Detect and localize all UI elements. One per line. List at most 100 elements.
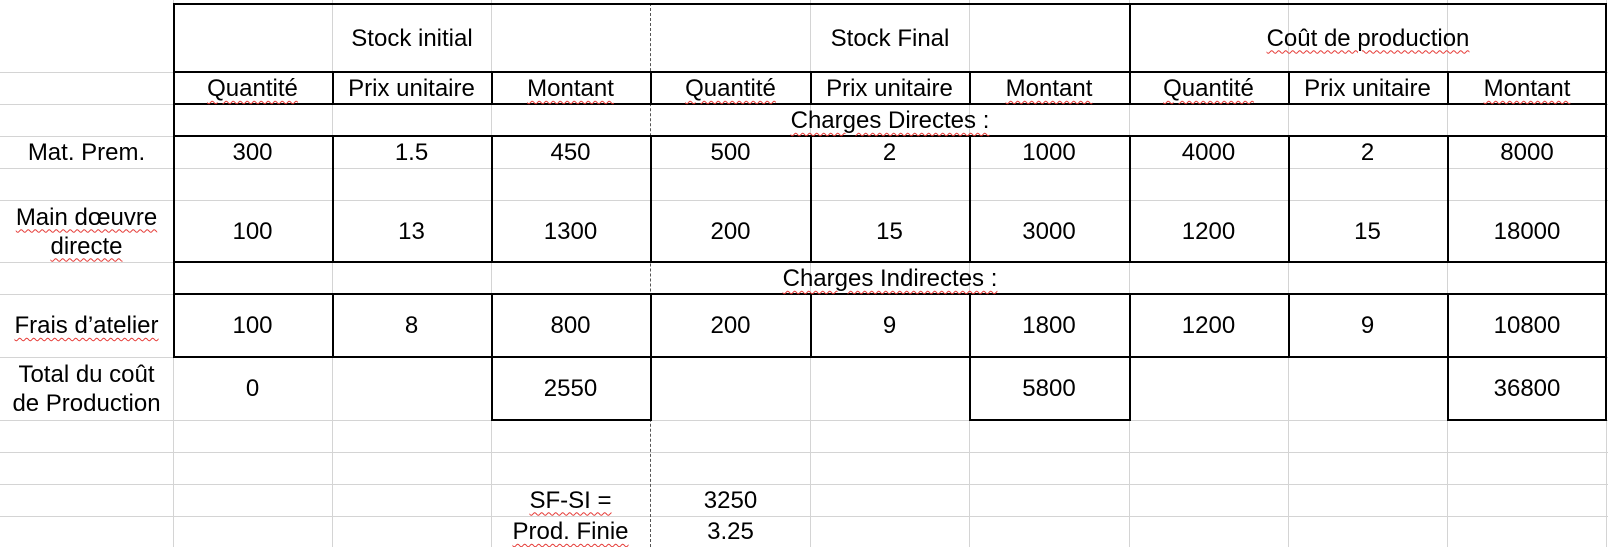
- table-border: [810, 135, 812, 263]
- cell-sf-prix[interactable]: 15: [876, 218, 903, 245]
- table-border: [491, 293, 493, 358]
- sf-si-value-cell[interactable]: 3250: [703, 486, 758, 514]
- table-border: [1288, 293, 1290, 358]
- table-border: [1447, 293, 1449, 358]
- table-border: [1447, 71, 1449, 105]
- section-charges-directes[interactable]: Charges Directes :: [173, 105, 1607, 136]
- cell-sf-montant[interactable]: 3000: [1022, 218, 1076, 245]
- gridline: [1288, 0, 1289, 547]
- cell-sf-quantite[interactable]: [651, 358, 810, 419]
- cell-si-prix[interactable]: 8: [404, 312, 419, 339]
- table-border: [173, 3, 175, 358]
- table-border: [1129, 356, 1131, 421]
- group-header-label: Stock Final: [830, 24, 950, 52]
- cell-cp-montant[interactable]: 10800: [1493, 312, 1561, 339]
- gridline: [1129, 0, 1130, 547]
- cell-sf-montant[interactable]: 5800: [1022, 375, 1076, 402]
- cell-sf-prix[interactable]: 9: [882, 312, 897, 339]
- cell-cp-montant[interactable]: 18000: [1493, 218, 1561, 245]
- table-border: [969, 71, 971, 105]
- row-label-total[interactable]: Total du coût de Production: [0, 358, 173, 419]
- subheader-label: Quantité: [207, 75, 298, 102]
- cell-cp-prix[interactable]: 2: [1360, 139, 1375, 166]
- row-label-text: Total du coût: [18, 360, 155, 388]
- cell-sf-quantite[interactable]: 200: [710, 312, 751, 339]
- row-label-mat-prem[interactable]: Mat. Prem.: [0, 137, 173, 168]
- subheader-prix-unitaire[interactable]: Prix unitaire: [810, 73, 969, 104]
- cell-sf-quantite[interactable]: 200: [710, 218, 751, 245]
- table-border: [173, 135, 1607, 137]
- row-label-line1: Total du coût: [18, 360, 154, 389]
- cell-cp-quantite[interactable]: [1129, 358, 1288, 419]
- subheader-montant[interactable]: Montant: [491, 73, 650, 104]
- cell-si-montant[interactable]: 2550: [543, 375, 598, 402]
- cell-si-quantite[interactable]: 100: [232, 218, 273, 245]
- cell-cp-quantite[interactable]: 1200: [1181, 312, 1236, 339]
- table-border: [1447, 356, 1449, 421]
- cell-cp-quantite[interactable]: 1200: [1181, 218, 1236, 245]
- subheader-label: Montant: [1005, 75, 1093, 102]
- prod-finie-label-cell[interactable]: Prod. Finie: [491, 516, 650, 547]
- prod-finie-value-cell[interactable]: 3.25: [707, 518, 754, 545]
- sf-si-label-cell[interactable]: SF-SI =: [491, 484, 650, 516]
- table-border: [650, 135, 652, 263]
- table-border: [1288, 135, 1290, 263]
- cell-cp-montant[interactable]: 8000: [1500, 139, 1554, 166]
- cell-si-prix[interactable]: [332, 358, 491, 419]
- cell-sf-montant[interactable]: 1000: [1022, 139, 1076, 166]
- row-label: Frais d’atelier: [14, 312, 159, 339]
- cell-sf-prix[interactable]: [810, 358, 969, 419]
- group-header-stock-final[interactable]: Stock Final: [651, 5, 1129, 71]
- row-label-main-oeuvre[interactable]: Main dœuvre directe: [0, 201, 173, 262]
- table-border: [173, 103, 1607, 105]
- table-border: [1447, 419, 1607, 421]
- cell-sf-quantite[interactable]: 500: [710, 139, 751, 166]
- cell-si-quantite[interactable]: 100: [232, 312, 273, 339]
- subheader-montant[interactable]: Montant: [1447, 73, 1607, 104]
- gridline: [491, 0, 492, 547]
- gridline: [0, 168, 1608, 169]
- row-label-line2: de Production: [12, 389, 161, 417]
- cell-si-quantite[interactable]: 0: [245, 375, 260, 402]
- gridline: [0, 420, 1608, 421]
- subheader-quantite[interactable]: Quantité: [173, 73, 332, 104]
- group-header-cout-production[interactable]: Coût de production: [1129, 5, 1607, 71]
- table-border: [1447, 135, 1449, 263]
- group-header-label: Stock initial: [351, 24, 473, 52]
- subheader-quantite[interactable]: Quantité: [1129, 73, 1288, 104]
- table-border: [810, 293, 812, 358]
- gridline: [332, 0, 333, 547]
- table-border: [969, 356, 971, 421]
- cell-cp-prix[interactable]: 15: [1354, 218, 1381, 245]
- cell-cp-prix[interactable]: [1288, 358, 1447, 419]
- table-border: [173, 71, 1607, 73]
- cell-cp-prix[interactable]: 9: [1360, 312, 1375, 339]
- cell-si-prix[interactable]: 1.5: [394, 139, 429, 166]
- cell-si-montant[interactable]: 1300: [543, 218, 598, 245]
- row-label-frais-atelier[interactable]: Frais d’atelier: [0, 295, 173, 356]
- subheader-prix-unitaire[interactable]: Prix unitaire: [332, 73, 491, 104]
- cell-cp-montant[interactable]: 36800: [1493, 375, 1561, 402]
- subheader-label: Montant: [1483, 75, 1571, 102]
- cell-si-prix[interactable]: 13: [398, 218, 425, 245]
- group-header-stock-initial[interactable]: Stock initial: [173, 5, 651, 71]
- cell-si-montant[interactable]: 800: [550, 312, 591, 339]
- table-border: [969, 419, 1130, 421]
- cell-sf-montant[interactable]: 1800: [1022, 312, 1076, 339]
- subheader-label: Prix unitaire: [1304, 75, 1431, 102]
- subheader-quantite[interactable]: Quantité: [651, 73, 810, 104]
- table-border: [650, 356, 652, 421]
- gridline: [0, 452, 1608, 453]
- row-label-line1: Main dœuvre: [15, 203, 158, 231]
- table-border: [810, 71, 812, 105]
- subheader-prix-unitaire[interactable]: Prix unitaire: [1288, 73, 1447, 104]
- cell-si-quantite[interactable]: 300: [232, 139, 273, 166]
- subheader-label: Quantité: [1163, 75, 1254, 102]
- section-charges-indirectes[interactable]: Charges Indirectes :: [173, 263, 1607, 294]
- subheader-montant[interactable]: Montant: [969, 73, 1129, 104]
- cell-si-montant[interactable]: 450: [550, 139, 591, 166]
- row-label: Mat. Prem.: [27, 139, 146, 166]
- cell-sf-prix[interactable]: 2: [882, 139, 897, 166]
- cell-cp-quantite[interactable]: 4000: [1181, 139, 1236, 166]
- table-border: [1129, 3, 1131, 105]
